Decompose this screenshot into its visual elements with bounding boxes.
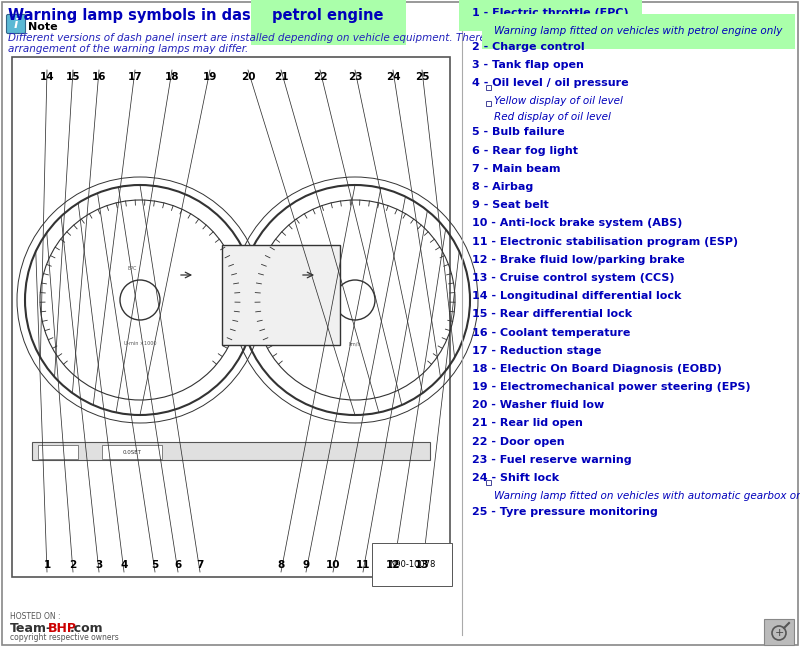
Text: Red display of oil level: Red display of oil level — [494, 112, 611, 122]
Text: 22: 22 — [313, 72, 327, 82]
Bar — [486, 85, 491, 90]
Text: Warning lamp symbols in dash panel insert,: Warning lamp symbols in dash panel inser… — [8, 8, 377, 23]
Text: 8 - Airbag: 8 - Airbag — [472, 182, 534, 192]
Bar — [486, 101, 491, 105]
Text: 23 - Fuel reserve warning: 23 - Fuel reserve warning — [472, 455, 632, 465]
Text: 12 - Brake fluid low/parking brake: 12 - Brake fluid low/parking brake — [472, 255, 685, 265]
Text: 24 - Shift lock: 24 - Shift lock — [472, 473, 559, 483]
Text: 5: 5 — [151, 560, 158, 570]
Text: arrangement of the warning lamps may differ.: arrangement of the warning lamps may dif… — [8, 44, 248, 54]
Text: 13 - Cruise control system (CCS): 13 - Cruise control system (CCS) — [472, 273, 674, 283]
Text: 16 - Coolant temperature: 16 - Coolant temperature — [472, 327, 630, 338]
Bar — [486, 480, 491, 485]
Text: 25 - Tyre pressure monitoring: 25 - Tyre pressure monitoring — [472, 507, 658, 517]
Text: Different versions of dash panel insert are installed depending on vehicle equip: Different versions of dash panel insert … — [8, 33, 530, 43]
Text: 15 - Rear differential lock: 15 - Rear differential lock — [472, 309, 632, 320]
Text: km/h: km/h — [349, 341, 362, 346]
Text: 11: 11 — [356, 560, 370, 570]
Text: 20: 20 — [241, 72, 255, 82]
Text: 23: 23 — [348, 72, 362, 82]
Bar — [38, 445, 78, 459]
Text: copyright respective owners: copyright respective owners — [10, 633, 118, 642]
Bar — [32, 442, 430, 460]
Text: 3 - Tank flap open: 3 - Tank flap open — [472, 60, 584, 70]
Text: 17 - Reduction stage: 17 - Reduction stage — [472, 345, 602, 356]
Text: 18: 18 — [165, 72, 179, 82]
Text: 14: 14 — [40, 72, 54, 82]
Text: i: i — [14, 17, 18, 30]
Text: N90-10078: N90-10078 — [389, 560, 435, 569]
Text: 16: 16 — [92, 72, 106, 82]
Text: 13: 13 — [414, 560, 430, 570]
Text: Warning lamp fitted on vehicles with automatic gearbox only: Warning lamp fitted on vehicles with aut… — [494, 491, 800, 501]
Bar — [222, 245, 340, 345]
Text: Warning lamp fitted on vehicles with petrol engine only: Warning lamp fitted on vehicles with pet… — [494, 26, 782, 36]
Text: +: + — [774, 628, 784, 638]
Text: 5 - Bulb failure: 5 - Bulb failure — [472, 127, 565, 137]
Text: 6: 6 — [174, 560, 182, 570]
Text: petrol engine: petrol engine — [273, 8, 384, 23]
Text: 15: 15 — [66, 72, 80, 82]
Text: 9: 9 — [302, 560, 310, 570]
Text: 18 - Electric On Board Diagnosis (EOBD): 18 - Electric On Board Diagnosis (EOBD) — [472, 364, 722, 374]
Text: 7: 7 — [196, 560, 204, 570]
Text: 21 - Rear lid open: 21 - Rear lid open — [472, 419, 583, 428]
Text: Note: Note — [28, 22, 58, 32]
Text: 19: 19 — [203, 72, 217, 82]
Bar — [12, 57, 450, 577]
Text: 8: 8 — [278, 560, 285, 570]
Bar — [764, 619, 794, 645]
Text: 14 - Longitudinal differential lock: 14 - Longitudinal differential lock — [472, 291, 682, 301]
Text: 0.0SET: 0.0SET — [122, 450, 142, 454]
Text: 11 - Electronic stabilisation program (ESP): 11 - Electronic stabilisation program (E… — [472, 237, 738, 247]
Bar — [486, 15, 491, 20]
Text: EPC: EPC — [127, 266, 137, 271]
FancyBboxPatch shape — [6, 14, 26, 34]
Text: 21: 21 — [274, 72, 288, 82]
Text: Yellow display of oil level: Yellow display of oil level — [494, 96, 623, 106]
Text: BHP: BHP — [48, 622, 77, 635]
Text: 1 - Electric throttle (EPC): 1 - Electric throttle (EPC) — [472, 8, 629, 18]
Text: 9 - Seat belt: 9 - Seat belt — [472, 200, 549, 210]
Text: 25: 25 — [414, 72, 430, 82]
Text: U·min ×1000: U·min ×1000 — [124, 341, 156, 346]
Bar — [102, 445, 162, 459]
Text: 19 - Electromechanical power steering (EPS): 19 - Electromechanical power steering (E… — [472, 382, 750, 392]
Text: .com: .com — [70, 622, 104, 635]
Text: 2 - Charge control: 2 - Charge control — [472, 41, 585, 52]
Text: 1: 1 — [43, 560, 50, 570]
Text: 3: 3 — [95, 560, 102, 570]
Text: 4 - Oil level / oil pressure: 4 - Oil level / oil pressure — [472, 78, 629, 88]
Text: 7 - Main beam: 7 - Main beam — [472, 164, 561, 173]
Text: 4: 4 — [120, 560, 128, 570]
Text: 22 - Door open: 22 - Door open — [472, 437, 565, 446]
Text: 10: 10 — [326, 560, 340, 570]
Text: Team-: Team- — [10, 622, 52, 635]
Text: 17: 17 — [128, 72, 142, 82]
Text: 20 - Washer fluid low: 20 - Washer fluid low — [472, 400, 604, 410]
Text: 10 - Anti-lock brake system (ABS): 10 - Anti-lock brake system (ABS) — [472, 218, 682, 228]
Text: 12: 12 — [386, 560, 400, 570]
Text: 24: 24 — [386, 72, 400, 82]
Text: HOSTED ON :: HOSTED ON : — [10, 612, 61, 621]
Text: 2: 2 — [70, 560, 77, 570]
Text: 6 - Rear fog light: 6 - Rear fog light — [472, 146, 578, 155]
